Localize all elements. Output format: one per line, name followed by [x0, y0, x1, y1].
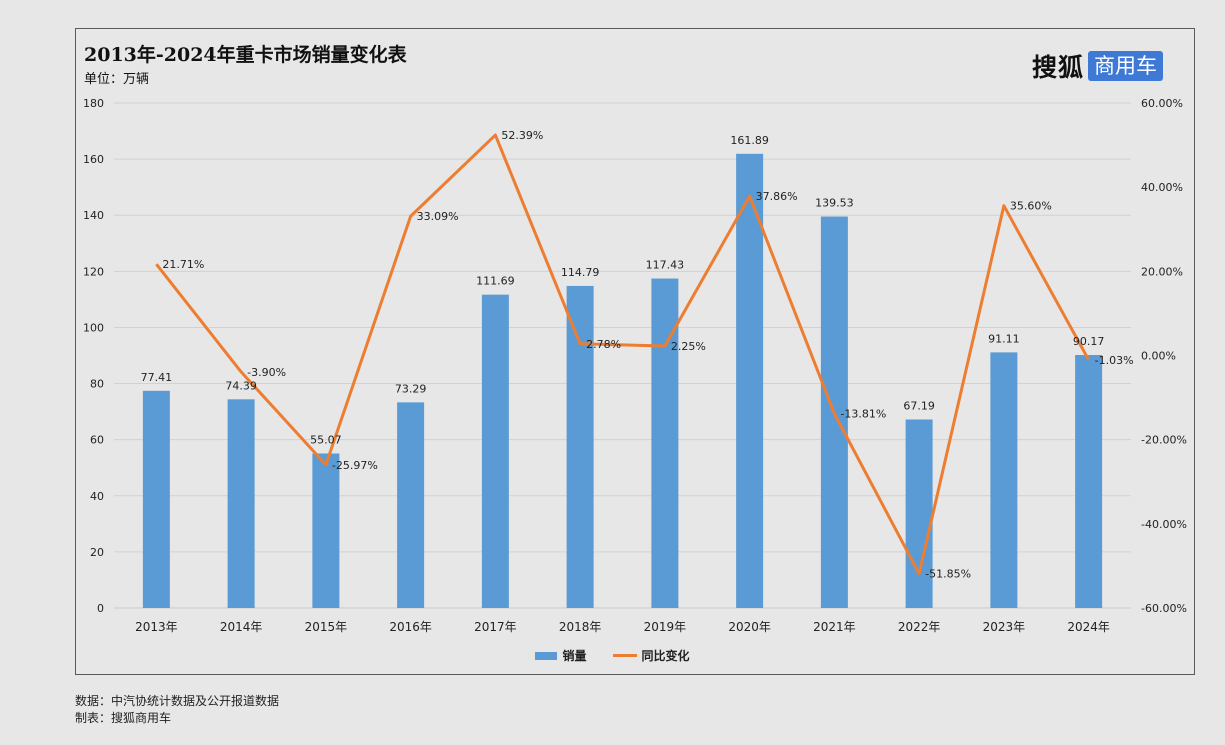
x-tick-label: 2020年	[728, 620, 771, 634]
legend-item-sales: 销量	[535, 647, 587, 664]
legend-item-yoy: 同比变化	[612, 647, 690, 664]
x-tick-label: 2013年	[135, 620, 178, 634]
bar-value-label: 77.41	[141, 371, 173, 384]
y-left-tick-label: 0	[97, 602, 104, 615]
y-right-tick-label: 20.00%	[1141, 265, 1183, 278]
x-tick-label: 2015年	[305, 620, 348, 634]
line-value-label: -3.90%	[247, 366, 286, 379]
x-tick-label: 2021年	[813, 620, 856, 634]
x-tick-label: 2014年	[220, 620, 263, 634]
bar-sales	[312, 453, 340, 608]
bar-sales	[990, 352, 1018, 608]
bar-value-label: 67.19	[903, 399, 935, 412]
line-value-label: -25.97%	[332, 459, 378, 472]
x-tick-label: 2018年	[559, 620, 602, 634]
line-value-label: 2.25%	[671, 340, 706, 353]
bar-value-label: 117.43	[646, 259, 685, 272]
bar-value-label: 139.53	[815, 197, 854, 210]
bar-sales	[736, 153, 764, 609]
chart-legend: 销量 同比变化	[0, 647, 1225, 664]
bar-value-label: 114.79	[561, 266, 600, 279]
y-left-tick-label: 40	[90, 490, 104, 503]
bar-value-label: 91.11	[988, 332, 1020, 345]
footer-maker: 制表：搜狐商用车	[75, 711, 172, 725]
legend-swatch-yoy	[612, 654, 637, 657]
y-left-tick-label: 80	[90, 378, 104, 391]
bar-sales	[142, 390, 170, 608]
sohu-logo: 搜狐 商用车	[1032, 50, 1164, 82]
bar-value-label: 161.89	[730, 134, 769, 147]
bar-sales	[227, 399, 255, 608]
line-value-label: 52.39%	[501, 129, 543, 142]
y-left-tick-label: 160	[83, 153, 104, 166]
y-left-tick-label: 100	[83, 321, 104, 334]
legend-label-yoy: 同比变化	[641, 649, 690, 663]
y-right-tick-label: -20.00%	[1141, 434, 1187, 447]
y-right-tick-label: 40.00%	[1141, 181, 1183, 194]
bar-value-label: 90.17	[1073, 335, 1105, 348]
x-tick-label: 2016年	[389, 620, 432, 634]
line-value-label: -13.81%	[840, 408, 886, 421]
bar-value-label: 74.39	[225, 379, 257, 392]
line-value-label: 21.71%	[162, 258, 204, 271]
y-right-tick-label: 60.00%	[1141, 97, 1183, 110]
y-right-tick-label: -60.00%	[1141, 602, 1187, 615]
y-left-tick-label: 180	[83, 97, 104, 110]
line-yoy	[155, 133, 1090, 576]
unit-label: 单位：万辆	[84, 72, 150, 87]
x-tick-label: 2022年	[898, 620, 941, 634]
y-left-tick-label: 140	[83, 209, 104, 222]
legend-label-sales: 销量	[562, 649, 587, 663]
line-value-label: -51.85%	[925, 568, 971, 581]
bar-value-label: 55.07	[310, 433, 342, 446]
line-value-label: 33.09%	[417, 210, 459, 223]
line-value-label: 35.60%	[1010, 200, 1052, 213]
line-value-label: 37.86%	[756, 190, 798, 203]
x-tick-label: 2024年	[1067, 620, 1110, 634]
bar-sales	[397, 402, 425, 608]
footer: 数据：中汽协统计数据及公开报道数据 制表：搜狐商用车	[75, 693, 279, 727]
x-tick-label: 2019年	[644, 620, 687, 634]
x-tick-label: 2023年	[983, 620, 1026, 634]
logo-main-text: 搜狐	[1032, 53, 1085, 82]
y-right-tick-label: 0.00%	[1141, 350, 1176, 363]
y-left-tick-label: 120	[83, 265, 104, 278]
logo-box-text: 商用车	[1088, 51, 1164, 81]
bar-sales	[1075, 355, 1103, 608]
legend-swatch-sales	[535, 651, 558, 660]
y-right-tick-label: -40.00%	[1141, 518, 1187, 531]
bar-sales	[566, 285, 594, 608]
bar-value-label: 73.29	[395, 382, 427, 395]
y-left-tick-label: 60	[90, 434, 104, 447]
line-value-label: -1.03%	[1095, 354, 1134, 367]
chart-title: 2013年-2024年重卡市场销量变化表	[84, 44, 407, 66]
bar-sales	[905, 419, 933, 608]
bar-sales	[651, 278, 679, 608]
line-value-label: 2.78%	[586, 338, 621, 351]
x-tick-label: 2017年	[474, 620, 517, 634]
bar-sales	[481, 294, 509, 608]
y-left-tick-label: 20	[90, 546, 104, 559]
footer-source: 数据：中汽协统计数据及公开报道数据	[75, 694, 280, 708]
bar-value-label: 111.69	[476, 275, 515, 288]
